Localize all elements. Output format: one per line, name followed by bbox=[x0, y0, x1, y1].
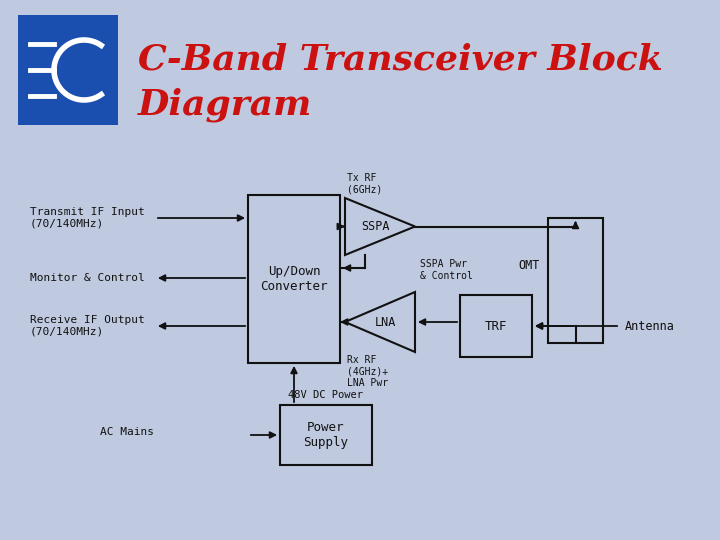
Text: 48V DC Power: 48V DC Power bbox=[289, 390, 364, 400]
Text: C-Band Transceiver Block: C-Band Transceiver Block bbox=[138, 42, 662, 76]
Text: Diagram: Diagram bbox=[138, 88, 312, 123]
Bar bbox=[280, 405, 372, 465]
Text: TRF: TRF bbox=[485, 320, 508, 333]
Bar bbox=[548, 218, 603, 343]
Text: Rx RF
(4GHz)+
LNA Pwr: Rx RF (4GHz)+ LNA Pwr bbox=[347, 355, 388, 388]
Text: Receive IF Output
(70/140MHz): Receive IF Output (70/140MHz) bbox=[30, 315, 145, 337]
Text: OMT: OMT bbox=[518, 259, 540, 272]
Bar bbox=[248, 195, 340, 363]
Text: SSPA Pwr
& Control: SSPA Pwr & Control bbox=[420, 259, 473, 281]
Text: SSPA: SSPA bbox=[361, 220, 390, 233]
Text: LNA: LNA bbox=[374, 315, 396, 328]
Text: Up/Down
Converter: Up/Down Converter bbox=[260, 265, 328, 293]
Text: Monitor & Control: Monitor & Control bbox=[30, 273, 145, 283]
Text: Tx RF
(6GHz): Tx RF (6GHz) bbox=[347, 173, 382, 195]
Text: Antenna: Antenna bbox=[625, 320, 675, 333]
Bar bbox=[460, 295, 532, 357]
Bar bbox=[18, 15, 118, 125]
Text: AC Mains: AC Mains bbox=[100, 427, 154, 437]
Text: Transmit IF Input
(70/140MHz): Transmit IF Input (70/140MHz) bbox=[30, 207, 145, 229]
Text: Power
Supply: Power Supply bbox=[304, 421, 348, 449]
